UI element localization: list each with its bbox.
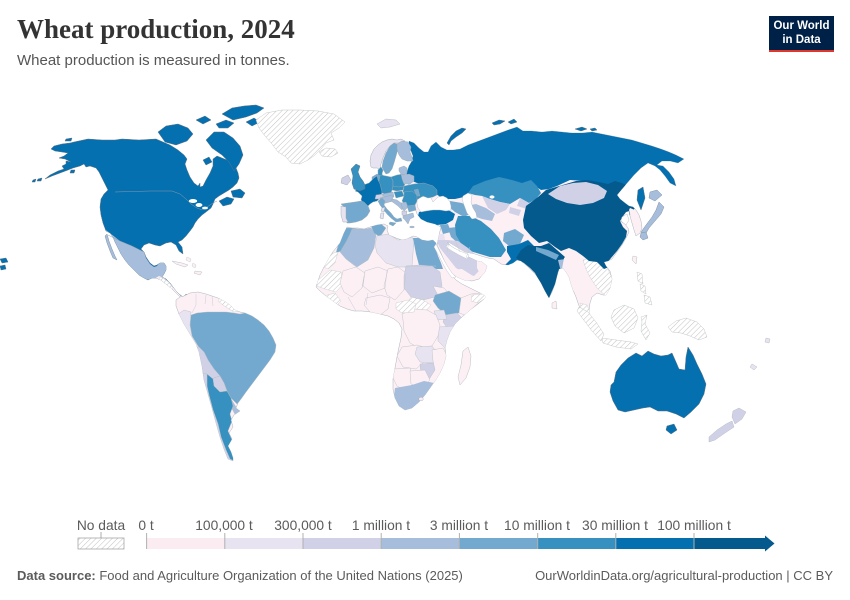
svg-text:300,000 t: 300,000 t bbox=[274, 518, 332, 533]
svg-text:0 t: 0 t bbox=[138, 518, 154, 533]
svg-text:No data: No data bbox=[77, 518, 126, 533]
svg-text:100,000 t: 100,000 t bbox=[195, 518, 253, 533]
svg-text:10 million t: 10 million t bbox=[504, 518, 570, 533]
svg-text:1 million t: 1 million t bbox=[352, 518, 410, 533]
svg-text:30 million t: 30 million t bbox=[582, 518, 648, 533]
svg-text:3 million t: 3 million t bbox=[430, 518, 488, 533]
svg-text:100 million t: 100 million t bbox=[657, 518, 731, 533]
